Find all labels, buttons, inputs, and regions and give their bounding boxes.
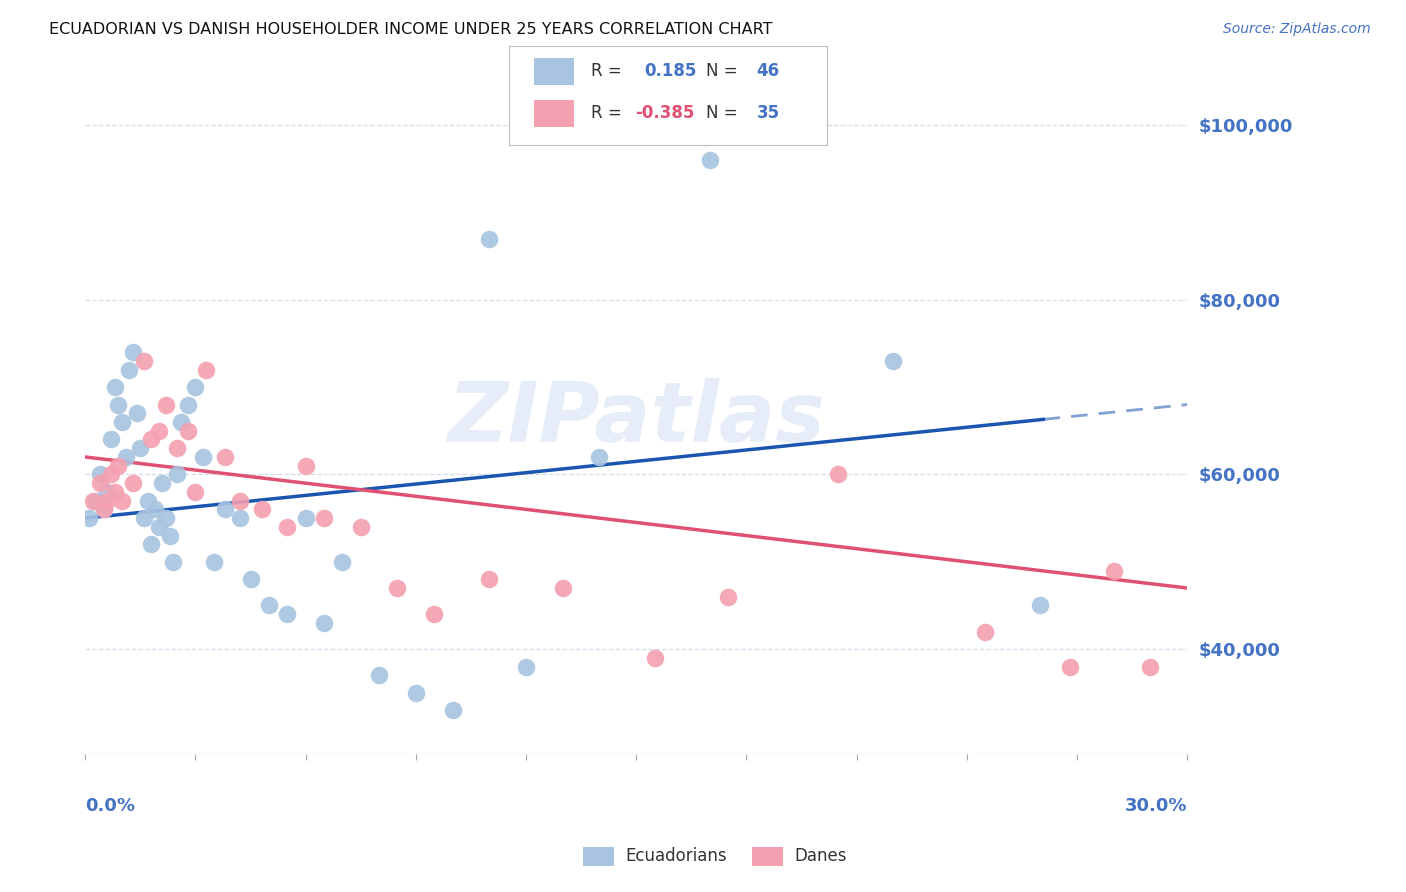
- Text: Ecuadorians: Ecuadorians: [626, 847, 727, 865]
- Point: [974, 624, 997, 639]
- Point: [93, 502, 115, 516]
- Text: R =: R =: [591, 104, 627, 122]
- Point: [294, 511, 316, 525]
- Point: [104, 380, 127, 394]
- Point: [118, 362, 141, 376]
- Point: [111, 415, 134, 429]
- Point: [1102, 564, 1125, 578]
- Point: [177, 424, 200, 438]
- Point: [882, 354, 904, 368]
- Point: [228, 511, 250, 525]
- Point: [107, 398, 129, 412]
- Point: [1029, 599, 1052, 613]
- Point: [159, 528, 181, 542]
- Point: [239, 572, 262, 586]
- Point: [250, 502, 273, 516]
- Point: [129, 442, 152, 456]
- Point: [155, 398, 177, 412]
- Point: [107, 458, 129, 473]
- Point: [152, 476, 174, 491]
- Point: [184, 380, 207, 394]
- Point: [86, 493, 108, 508]
- Point: [214, 502, 236, 516]
- Point: [644, 651, 666, 665]
- Point: [717, 590, 740, 604]
- Text: ZIPatlas: ZIPatlas: [447, 378, 825, 459]
- Y-axis label: Householder Income Under 25 years: Householder Income Under 25 years: [0, 258, 7, 552]
- Point: [82, 493, 104, 508]
- Point: [441, 703, 464, 717]
- Point: [195, 362, 218, 376]
- Point: [177, 398, 200, 412]
- Point: [276, 607, 298, 622]
- Point: [276, 520, 298, 534]
- Text: -0.385: -0.385: [636, 104, 695, 122]
- Point: [350, 520, 373, 534]
- Point: [122, 476, 145, 491]
- Point: [89, 476, 111, 491]
- Point: [148, 424, 170, 438]
- Point: [104, 484, 127, 499]
- Point: [143, 502, 166, 516]
- Point: [312, 511, 335, 525]
- Text: N =: N =: [706, 62, 742, 80]
- Point: [423, 607, 446, 622]
- Text: R =: R =: [591, 62, 627, 80]
- Point: [141, 433, 163, 447]
- Point: [332, 555, 354, 569]
- Point: [93, 502, 115, 516]
- Point: [257, 599, 280, 613]
- Text: 46: 46: [756, 62, 779, 80]
- Point: [89, 467, 111, 482]
- Point: [141, 537, 163, 551]
- Point: [827, 467, 849, 482]
- Point: [136, 493, 159, 508]
- Point: [387, 581, 409, 595]
- Point: [478, 572, 501, 586]
- Point: [96, 493, 118, 508]
- Point: [202, 555, 225, 569]
- Point: [699, 153, 721, 167]
- Point: [1139, 659, 1161, 673]
- Point: [166, 442, 188, 456]
- Point: [184, 484, 207, 499]
- Text: Source: ZipAtlas.com: Source: ZipAtlas.com: [1223, 22, 1371, 37]
- Point: [312, 615, 335, 630]
- Point: [405, 686, 427, 700]
- Point: [1059, 659, 1081, 673]
- Point: [114, 450, 136, 464]
- Text: N =: N =: [706, 104, 742, 122]
- Text: 0.185: 0.185: [644, 62, 696, 80]
- Point: [588, 450, 610, 464]
- Point: [100, 467, 122, 482]
- Point: [132, 354, 155, 368]
- Point: [228, 493, 250, 508]
- Point: [294, 458, 316, 473]
- Text: ECUADORIAN VS DANISH HOUSEHOLDER INCOME UNDER 25 YEARS CORRELATION CHART: ECUADORIAN VS DANISH HOUSEHOLDER INCOME …: [49, 22, 773, 37]
- Point: [77, 511, 100, 525]
- Point: [214, 450, 236, 464]
- Point: [162, 555, 184, 569]
- Point: [132, 511, 155, 525]
- Point: [166, 467, 188, 482]
- Point: [155, 511, 177, 525]
- Point: [148, 520, 170, 534]
- Point: [368, 668, 391, 682]
- Point: [191, 450, 214, 464]
- Point: [478, 231, 501, 245]
- Point: [100, 433, 122, 447]
- Point: [515, 659, 537, 673]
- Point: [111, 493, 134, 508]
- Point: [551, 581, 574, 595]
- Point: [122, 345, 145, 359]
- Point: [96, 484, 118, 499]
- Text: 30.0%: 30.0%: [1125, 797, 1187, 815]
- Text: 0.0%: 0.0%: [86, 797, 135, 815]
- Point: [170, 415, 193, 429]
- Text: 35: 35: [756, 104, 779, 122]
- Text: Danes: Danes: [794, 847, 846, 865]
- Point: [125, 406, 148, 420]
